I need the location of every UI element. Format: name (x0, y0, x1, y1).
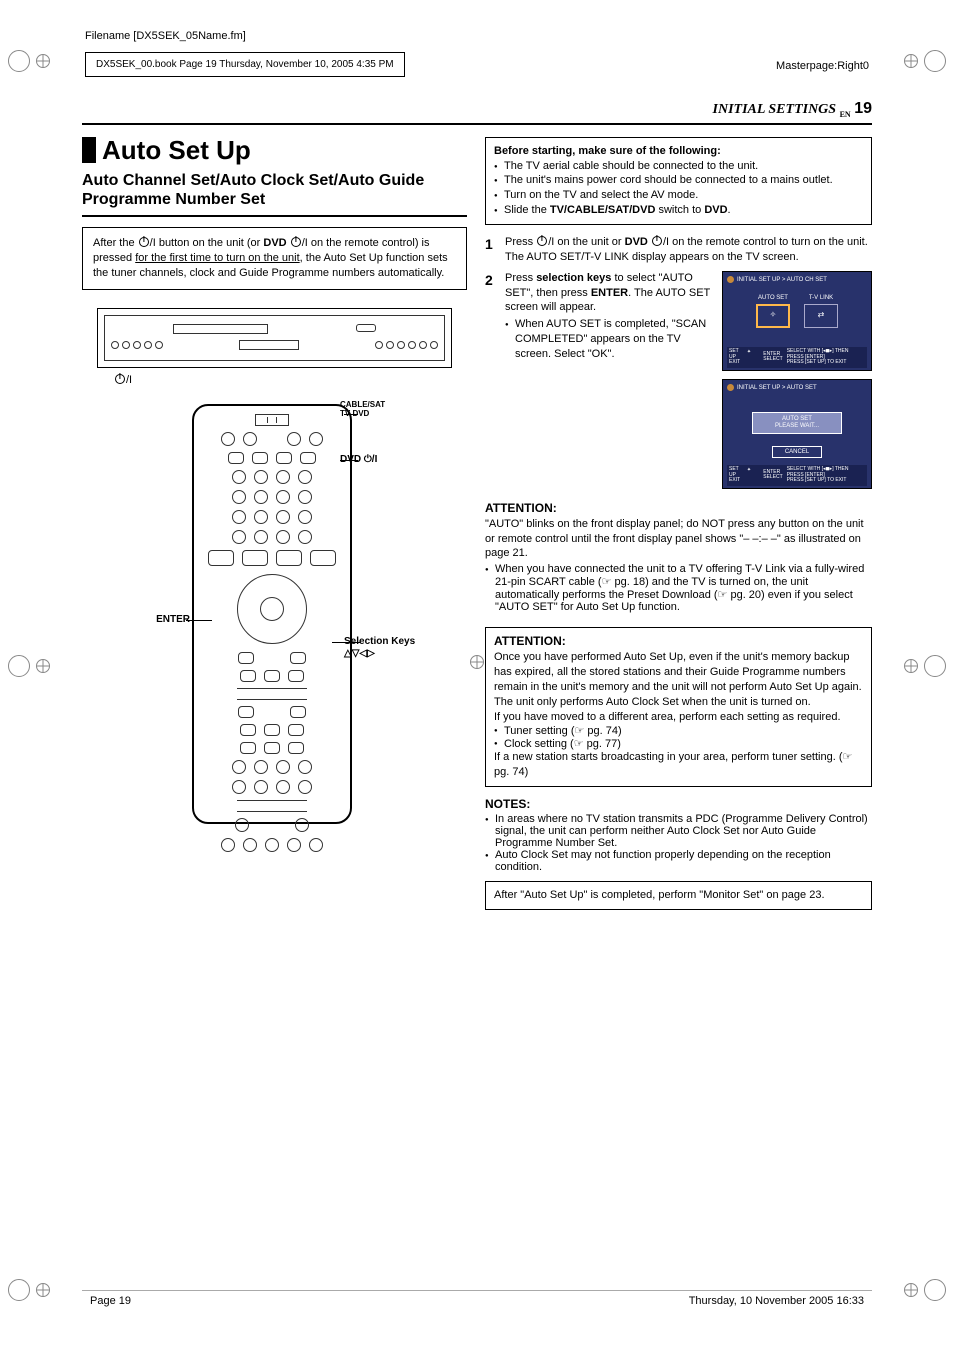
attention-bullet: Clock setting (☞ pg. 77) (494, 737, 863, 750)
checklist-item: The unit's mains power cord should be co… (494, 173, 863, 188)
device-figure (97, 308, 452, 368)
notes-heading: NOTES: (485, 797, 872, 811)
attention-1: ATTENTION: "AUTO" blinks on the front di… (485, 501, 872, 614)
step-2: 2 Press selection keys to select "AUTO S… (485, 271, 872, 489)
attention-heading: ATTENTION: (485, 501, 872, 515)
running-title: INITIAL SETTINGS (713, 102, 837, 117)
power-icon (652, 236, 662, 246)
intro-text: After the (93, 237, 138, 249)
device-power-label: /I (114, 374, 467, 386)
attention-text: "AUTO" blinks on the front display panel… (485, 517, 872, 562)
notes-item: Auto Clock Set may not function properly… (485, 849, 872, 873)
left-column: Auto Set Up Auto Channel Set/Auto Clock … (82, 137, 467, 910)
power-icon (139, 237, 149, 247)
masterpage-label: Masterpage:Right0 (776, 60, 869, 72)
notes: NOTES: In areas where no TV station tran… (485, 797, 872, 873)
power-icon (115, 374, 125, 384)
callout-line (344, 414, 358, 415)
page-number: 19 (854, 100, 872, 117)
attention-bullet: When you have connected the unit to a TV… (485, 563, 872, 613)
attention-text: If you have moved to a different area, p… (494, 710, 863, 725)
callout-cablesat: CABLE/SAT TV DVD (340, 400, 400, 418)
power-icon (291, 237, 301, 247)
power-icon (537, 236, 547, 246)
crop-mark (8, 1279, 50, 1301)
callout-line (340, 460, 358, 461)
attention-text: If a new station starts broadcasting in … (494, 750, 863, 780)
tv-screen-autoset-choice: INITIAL SET UP > AUTO CH SET AUTO SET ✧ … (722, 271, 872, 371)
callout-selection-keys: Selection Keys △▽◁▷ (344, 636, 424, 660)
callout-enter: ENTER (150, 614, 190, 625)
content-area: INITIAL SETTINGS EN 19 Auto Set Up Auto … (82, 100, 872, 1271)
attention-2: ATTENTION: Once you have performed Auto … (485, 627, 872, 787)
book-info: DX5SEK_00.book Page 19 Thursday, Novembe… (85, 52, 405, 77)
filename-label: Filename [DX5SEK_05Name.fm] (85, 30, 246, 42)
checklist-box: Before starting, make sure of the follow… (485, 137, 872, 225)
crop-mark (904, 655, 946, 677)
callout-line (332, 642, 360, 643)
section-subtitle: Auto Channel Set/Auto Clock Set/Auto Gui… (82, 171, 467, 217)
right-column: Before starting, make sure of the follow… (485, 137, 872, 910)
lang-label: EN (840, 110, 851, 119)
step-1: 1 Press /I on the unit or DVD /I on the … (485, 235, 872, 265)
header-rule (82, 123, 872, 125)
page: Filename [DX5SEK_05Name.fm] DX5SEK_00.bo… (0, 0, 954, 1351)
checklist-item: The TV aerial cable should be connected … (494, 159, 863, 174)
crop-mark (8, 655, 50, 677)
remote-figure-wrap: CABLE/SAT TV DVD DVD ⏻/I ENTER Selection… (192, 404, 352, 824)
intro-box: After the /I button on the unit (or DVD … (82, 227, 467, 290)
checklist-item: Turn on the TV and select the AV mode. (494, 188, 863, 203)
crop-mark (8, 50, 50, 72)
running-head: INITIAL SETTINGS EN 19 (82, 100, 872, 123)
section-title: Auto Set Up (82, 137, 467, 163)
steps: 1 Press /I on the unit or DVD /I on the … (485, 235, 872, 489)
final-note: After "Auto Set Up" is completed, perfor… (485, 881, 872, 910)
attention-heading: ATTENTION: (494, 634, 863, 648)
attention-bullet: Tuner setting (☞ pg. 74) (494, 724, 863, 737)
footer-rule (82, 1290, 872, 1291)
intro-dvd: DVD (263, 237, 286, 249)
notes-item: In areas where no TV station transmits a… (485, 813, 872, 849)
checklist-item: Slide the TV/CABLE/SAT/DVD switch to DVD… (494, 203, 863, 218)
footer-date: Thursday, 10 November 2005 16:33 (689, 1295, 864, 1307)
intro-underline: for the first time to turn on the unit (135, 252, 299, 264)
attention-text: Once you have performed Auto Set Up, eve… (494, 650, 863, 709)
tv-screen-autoset-wait: INITIAL SET UP > AUTO SET AUTO SET PLEAS… (722, 379, 872, 489)
crop-mark (904, 50, 946, 72)
intro-text: button on the unit (or (156, 237, 264, 249)
callout-line (186, 620, 212, 621)
step-2-bullet: When AUTO SET is completed, "SCAN COMPLE… (505, 317, 714, 362)
crop-mark (904, 1279, 946, 1301)
checklist-head: Before starting, make sure of the follow… (494, 144, 863, 159)
footer-page: Page 19 (90, 1295, 131, 1307)
remote-figure (192, 404, 352, 824)
remote-nav-pad (237, 574, 307, 644)
